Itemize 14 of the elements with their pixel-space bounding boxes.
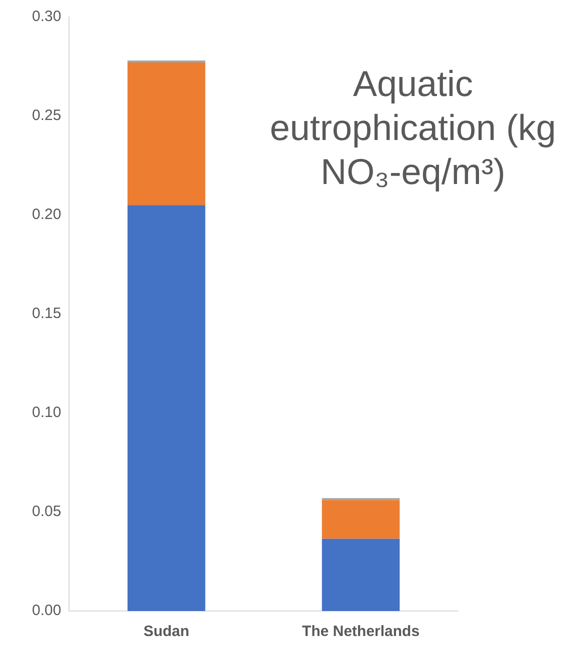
y-tick-label: 0.20	[32, 206, 62, 224]
annotation: Aquatic eutrophication (kg NO₃-eq/m³)	[268, 62, 558, 194]
bar	[128, 205, 206, 611]
y-tick-label: 0.10	[32, 404, 62, 422]
y-tick-label: 0.00	[32, 602, 62, 620]
y-tick-label: 0.05	[32, 503, 62, 520]
y-tick-label: 0.15	[32, 305, 62, 322]
y-tick-label: 0.30	[32, 8, 62, 26]
bar	[128, 62, 206, 206]
bar	[322, 538, 400, 611]
bar	[322, 500, 400, 539]
y-tick-label: 0.25	[32, 107, 62, 124]
x-tick-label: Sudan	[143, 623, 190, 640]
x-tick-label: The Netherlands	[302, 623, 420, 640]
